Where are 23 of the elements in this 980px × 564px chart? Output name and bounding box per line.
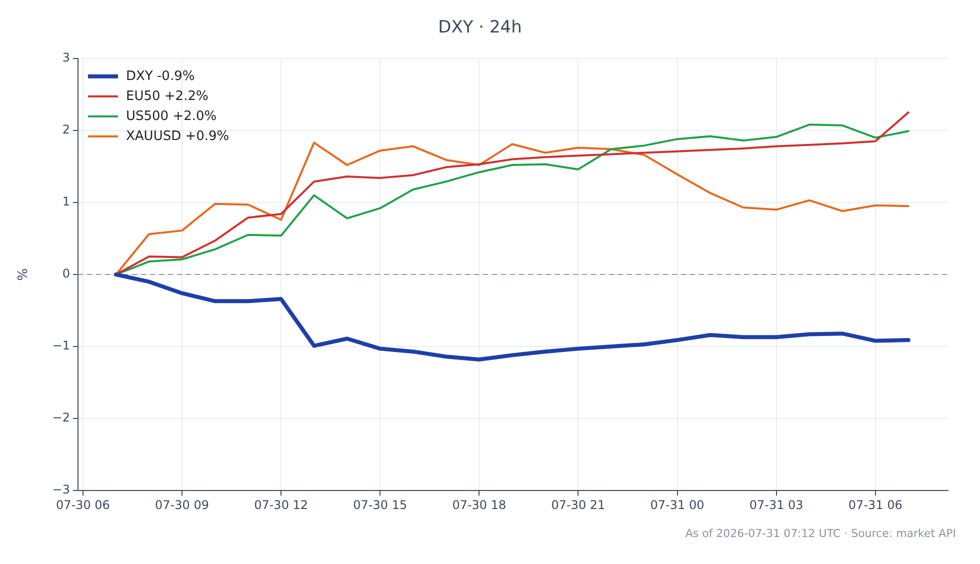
y-axis-title: %	[16, 268, 32, 281]
x-tick-label: 07-30 06	[56, 498, 110, 512]
legend-label: DXY -0.9%	[126, 68, 195, 84]
legend-label: EU50 +2.2%	[126, 88, 208, 104]
y-tick-label: 1	[62, 194, 70, 209]
legend-label: US500 +2.0%	[126, 108, 217, 124]
y-tick-label: −3	[52, 482, 70, 497]
y-tick-label: −2	[52, 410, 70, 425]
y-tick-label: 2	[62, 122, 70, 137]
legend-label: XAUUSD +0.9%	[126, 128, 230, 144]
x-tick-label: 07-31 06	[848, 498, 902, 512]
chart-title: DXY · 24h	[438, 18, 522, 38]
x-tick-label: 07-30 12	[254, 498, 308, 512]
x-tick-label: 07-30 15	[353, 498, 408, 512]
x-tick-label: 07-31 03	[749, 498, 804, 512]
y-tick-label: 0	[62, 266, 70, 281]
x-tick-label: 07-30 09	[155, 498, 209, 512]
y-tick-label: −1	[52, 338, 70, 353]
x-tick-label: 07-30 18	[452, 498, 506, 512]
text: As of 2026-07-31 07:12 UTC · Source: market API	[685, 526, 956, 540]
y-tick-label: 3	[62, 50, 70, 65]
x-tick-label: 07-30 21	[551, 498, 606, 512]
x-tick-label: 07-31 00	[650, 498, 704, 512]
